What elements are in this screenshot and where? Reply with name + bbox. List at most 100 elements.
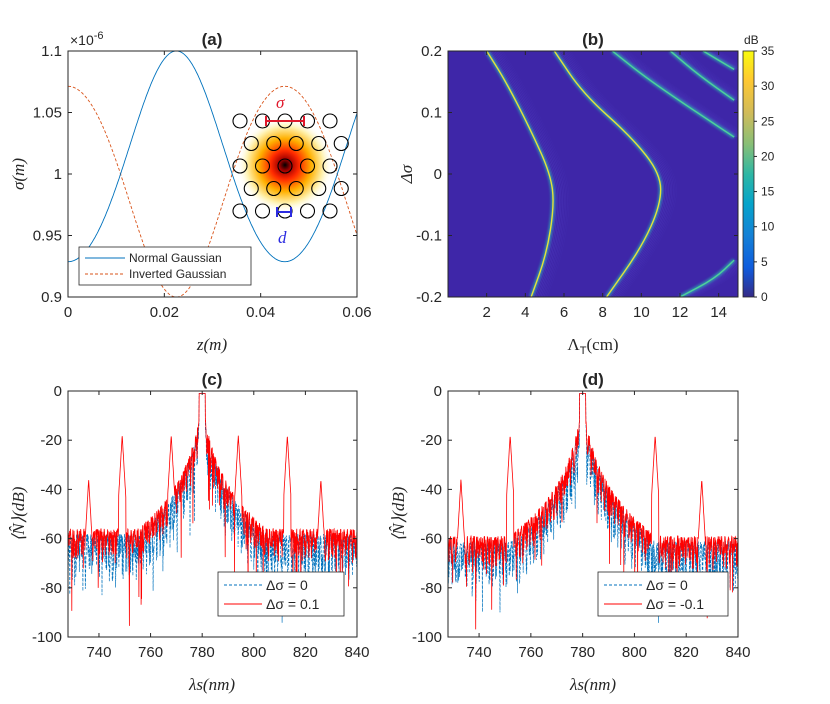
lattice-hole — [322, 113, 338, 129]
panel-d-ytick-label: 0 — [434, 383, 442, 400]
panel-a-ytick-label: 0.9 — [41, 289, 62, 306]
lattice-hole — [288, 180, 304, 197]
panel-b-xtick-label: 8 — [598, 304, 606, 321]
panel-b-ytick-label: -0.1 — [416, 228, 442, 245]
panel-d-xtick-label: 740 — [467, 644, 492, 661]
lattice-hole — [322, 158, 338, 174]
panel-d-ytick-label: -60 — [420, 531, 442, 548]
panel-c-ytick-label: -40 — [40, 481, 62, 498]
panel-b-ytick-label: 0 — [434, 166, 442, 183]
heatmap-fringe — [568, 51, 676, 297]
heatmap-fringe — [562, 51, 669, 297]
heatmap-fringe — [566, 51, 674, 297]
panel-c-xtick-label: 800 — [241, 644, 266, 661]
lattice-hole — [243, 180, 259, 197]
panel-d-ytick-label: -20 — [420, 432, 442, 449]
colorbar-tick-label: 5 — [761, 255, 768, 269]
panel-c-ytick-label: -20 — [40, 432, 62, 449]
heatmap-fringe — [681, 51, 738, 96]
panel-b-ytick-label: -0.2 — [416, 289, 442, 306]
lattice-hole — [232, 158, 248, 174]
heatmap-fringe — [560, 51, 668, 297]
panel-c-ytick-label: -60 — [40, 531, 62, 548]
heatmap-fringe — [628, 51, 738, 130]
panel-c-ytick-label: -100 — [32, 629, 62, 646]
heatmap-fringe — [621, 51, 738, 134]
colorbar-tick-label: 0 — [761, 290, 768, 304]
heatmap-fringe — [616, 51, 738, 137]
lattice-hole — [311, 135, 327, 152]
heatmap-fringe — [679, 51, 738, 97]
panel-d-ytick-label: -80 — [420, 580, 442, 597]
lattice-hole — [299, 203, 316, 219]
heatmap-fringe — [502, 51, 570, 297]
panel-b: (b) 2 4 6 8 10 12 14-0.2-0.100.10.2 Δσ ΛT(cm) … — [397, 30, 775, 357]
panel-b-xtick-label: 12 — [672, 304, 689, 321]
legend-c-pos: Δσ = 0.1 — [266, 596, 320, 612]
panel-d-xtick-label: 780 — [570, 644, 595, 661]
heatmap-branch — [611, 51, 735, 138]
panel-a-legend: Normal Gaussian Inverted Gaussian — [78, 246, 252, 286]
heatmap-branch — [669, 51, 735, 101]
colorbar-gradient — [742, 50, 755, 298]
panel-d-ytick-label: -100 — [412, 629, 442, 646]
lattice-hole — [277, 158, 293, 174]
heatmap-branch — [553, 51, 662, 297]
heatmap-fringe — [687, 263, 738, 297]
panel-d-series-shifted — [448, 393, 738, 630]
panel-d-xtick-label: 820 — [674, 644, 699, 661]
heatmap-branch — [486, 51, 554, 297]
panel-a-ytick-label: 1 — [54, 166, 62, 183]
panel-c-xlabel: λs(nm) — [188, 675, 235, 694]
inset-lattice: σ d — [232, 93, 349, 247]
sigma-label: σ — [276, 93, 285, 112]
heatmap-fringe — [674, 51, 738, 100]
heatmap-fringe — [684, 51, 738, 94]
panel-c-ytick-label: 0 — [54, 383, 62, 400]
panel-c-series-shifted — [68, 393, 357, 626]
panel-d-ylabel: ⟨N̂⟩(dB) — [389, 486, 408, 541]
heatmap-fringe — [694, 269, 738, 297]
lattice-hole — [266, 135, 282, 152]
panel-c-xtick-label: 780 — [190, 644, 215, 661]
colorbar-label: dB — [744, 33, 759, 47]
colorbar: dB 0 5 10 15 20 25 30 35 — [742, 33, 775, 304]
lattice-hole — [333, 180, 349, 197]
panel-b-xtick-label: 4 — [521, 304, 529, 321]
legend-d-zero: Δσ = 0 — [646, 577, 688, 593]
panel-c-xtick-label: 760 — [138, 644, 163, 661]
panel-b-xtick-label: 10 — [633, 304, 650, 321]
panel-c-xtick-label: 820 — [293, 644, 318, 661]
colorbar-tick-label: 25 — [761, 114, 775, 128]
lattice-hole — [299, 158, 316, 174]
panel-d-xtick-label: 760 — [518, 644, 543, 661]
panel-c-frame — [67, 390, 358, 638]
panel-a-ytick-label: 1.1 — [41, 43, 62, 60]
legend-a-inverted: Inverted Gaussian — [129, 267, 226, 281]
colorbar-tick-label: 35 — [761, 44, 775, 58]
panel-a: (a) 0 0.02 0.04 0.06 0.9 0.95 1 1.05 1.1 ×10-6 z… — [9, 30, 372, 354]
panel-b-ytick-label: 0.1 — [421, 105, 442, 122]
panel-a-ytick-label: 0.95 — [33, 228, 62, 245]
panel-a-ylabel: σ(m) — [9, 158, 28, 190]
lattice-hole — [232, 113, 248, 129]
heatmap-fringe — [692, 268, 738, 297]
panel-c-xtick-label: 740 — [86, 644, 111, 661]
heatmap-fringe — [682, 51, 738, 95]
heatmap-fringe — [499, 51, 567, 297]
lattice-hole — [288, 135, 304, 152]
panel-a-xtick-label: 0.06 — [342, 304, 371, 321]
heatmap-fringe — [558, 51, 666, 297]
lattice-hole — [311, 180, 327, 197]
heatmap-fringe — [686, 262, 738, 297]
heatmap-fringe — [497, 51, 565, 297]
panel-b-title: (b) — [582, 30, 604, 49]
panel-a-title: (a) — [202, 30, 223, 49]
colorbar-tick-label: 10 — [761, 220, 775, 234]
heatmap-fringe — [626, 51, 738, 131]
panel-d-title: (d) — [582, 370, 604, 389]
lattice-hole — [254, 158, 271, 174]
lattice-hole — [254, 203, 271, 219]
panel-b-xtick-label: 6 — [560, 304, 568, 321]
panel-a-xtick-label: 0 — [64, 304, 72, 321]
